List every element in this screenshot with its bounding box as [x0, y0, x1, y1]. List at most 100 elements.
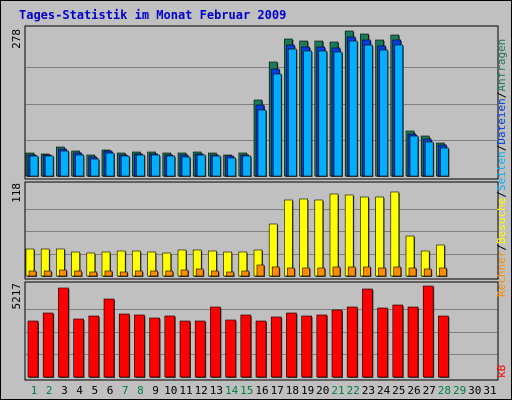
bar-kb-day-5 [88, 315, 100, 378]
day-label-14: 14 [225, 384, 239, 397]
right-legend-top-item-rechner: Rechner [495, 250, 508, 297]
bar-seiten-day-4 [75, 154, 84, 177]
bar-besuche-day-23 [360, 196, 369, 277]
bar-besuche-day-20 [314, 199, 324, 277]
bar-kb-day-25 [392, 304, 404, 378]
bar-rechner-day-6 [104, 270, 113, 277]
bar-kb-day-12 [194, 320, 206, 378]
bar-seiten-day-14 [227, 157, 236, 177]
right-legend-bottom: kB [495, 364, 508, 378]
bar-rechner-day-17 [271, 266, 280, 277]
right-legend-top-separator-4: / [495, 92, 508, 99]
bar-rechner-day-22 [347, 266, 356, 277]
day-label-21: 21 [331, 384, 344, 397]
bar-rechner-day-19 [302, 267, 310, 277]
bar-rechner-day-24 [378, 267, 386, 277]
day-label-9: 9 [152, 384, 159, 397]
right-legend-bottom-item-kb: kB [495, 364, 508, 378]
bar-rechner-day-27 [423, 268, 432, 277]
bar-rechner-day-8 [135, 270, 143, 277]
bar-seiten-day-23 [364, 44, 373, 177]
bar-kb-day-7 [118, 313, 130, 378]
bar-kb-day-13 [210, 306, 221, 378]
bar-seiten-day-7 [120, 155, 130, 177]
bar-rechner-day-18 [287, 267, 295, 277]
day-label-1: 1 [31, 384, 38, 397]
bar-rechner-day-23 [363, 266, 371, 277]
bar-seiten-day-8 [136, 154, 145, 177]
bar-seiten-day-16 [257, 109, 267, 177]
day-label-3: 3 [61, 384, 68, 397]
day-label-6: 6 [107, 384, 114, 397]
day-label-30: 30 [468, 384, 481, 397]
bar-rechner-day-4 [74, 270, 82, 277]
bar-kb-day-8 [134, 314, 145, 378]
day-label-8: 8 [137, 384, 144, 397]
bar-rechner-day-28 [439, 267, 447, 277]
day-label-15: 15 [240, 384, 253, 397]
bar-seiten-day-11 [181, 156, 191, 177]
bar-kb-day-19 [301, 315, 312, 378]
bar-seiten-day-3 [60, 150, 69, 177]
bar-seiten-day-22 [348, 40, 358, 177]
bar-seiten-day-27 [424, 141, 434, 177]
day-label-31: 31 [483, 384, 496, 397]
day-label-27: 27 [423, 384, 436, 397]
bar-seiten-day-28 [440, 147, 449, 177]
bar-kb-day-9 [149, 317, 160, 378]
right-legend-top-item-seiten: Seiten [495, 151, 508, 191]
day-label-5: 5 [91, 384, 98, 397]
bar-besuche-day-19 [299, 198, 308, 277]
day-label-2: 2 [46, 384, 53, 397]
bar-seiten-day-6 [105, 152, 115, 177]
bar-rechner-day-3 [59, 269, 67, 277]
bar-rechner-day-26 [408, 267, 417, 277]
day-label-28: 28 [438, 384, 451, 397]
right-legend-top-item-dateien: Dateien [495, 98, 508, 144]
bar-seiten-day-18 [288, 48, 297, 177]
bar-kb-day-22 [346, 306, 358, 378]
right-legend-top-separator-3: / [495, 145, 508, 152]
day-label-18: 18 [286, 384, 299, 397]
right-legend-top-item-besuche: Besuche [495, 198, 508, 244]
bar-seiten-day-24 [379, 49, 388, 177]
bar-besuche-day-21 [329, 193, 339, 277]
bar-rechner-day-2 [43, 270, 52, 277]
day-label-29: 29 [453, 384, 466, 397]
day-label-7: 7 [122, 384, 129, 397]
bar-kb-day-1 [27, 320, 39, 378]
day-label-25: 25 [392, 384, 405, 397]
day-label-12: 12 [195, 384, 208, 397]
right-legend-top-item-anfragen: Anfragen [495, 39, 508, 92]
bar-rechner-day-20 [317, 267, 326, 277]
bar-kb-day-4 [73, 318, 84, 378]
bar-rechner-day-13 [211, 270, 219, 277]
panel-bottom [24, 281, 499, 381]
bar-kb-day-15 [240, 314, 252, 378]
bar-kb-day-10 [164, 315, 176, 378]
bar-kb-day-26 [407, 306, 419, 378]
bar-besuche-day-22 [344, 194, 354, 277]
bar-rechner-day-15 [241, 270, 250, 277]
bar-kb-day-3 [58, 287, 69, 378]
bar-seiten-day-9 [151, 154, 160, 177]
bar-seiten-day-15 [242, 155, 252, 177]
chart-title: Tages-Statistik im Monat Februar 2009 [19, 8, 287, 22]
bar-seiten-day-13 [212, 155, 221, 177]
day-label-17: 17 [271, 384, 284, 397]
bar-kb-day-17 [270, 316, 282, 378]
panel-top [24, 25, 499, 180]
day-label-24: 24 [377, 384, 391, 397]
day-label-26: 26 [407, 384, 420, 397]
bar-seiten-day-10 [166, 155, 176, 177]
bar-seiten-day-1 [29, 155, 39, 177]
bar-seiten-day-21 [333, 51, 343, 177]
bar-kb-day-21 [331, 309, 343, 378]
day-label-11: 11 [179, 384, 192, 397]
bar-besuche-day-24 [375, 196, 384, 277]
day-label-23: 23 [362, 384, 375, 397]
day-label-19: 19 [301, 384, 314, 397]
bar-kb-day-16 [255, 320, 267, 378]
bar-rechner-day-14 [226, 271, 234, 277]
